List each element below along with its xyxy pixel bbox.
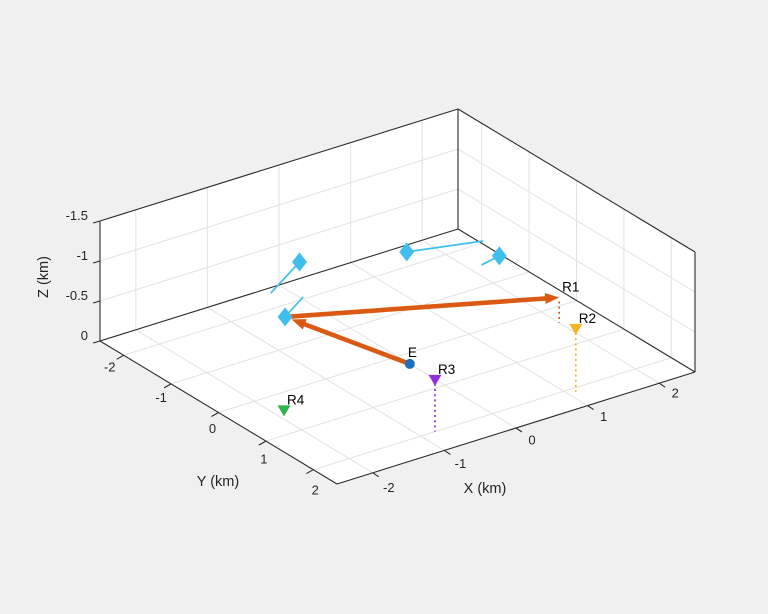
signal-path-uav-to-r1-line — [284, 295, 549, 320]
receiver-label-r2: R2 — [579, 311, 596, 326]
signal-path-uav-to-r1-arrowhead — [544, 292, 560, 304]
x-axis-tick — [587, 405, 594, 411]
x-axis-tick-label: 2 — [672, 385, 679, 400]
signal-path-emitter-to-uav-line — [301, 321, 411, 367]
uav-1-diamond-marker — [292, 252, 308, 272]
grid-line-wall-z — [457, 188, 696, 333]
y-axis-tick-label: 1 — [260, 452, 267, 467]
y-axis-tick — [163, 383, 172, 389]
x-axis-tick — [515, 427, 523, 433]
z-axis-tick-label: -0.5 — [66, 288, 88, 303]
y-axis-tick — [116, 354, 124, 360]
y-axis-tick — [306, 469, 314, 475]
emitter-marker — [404, 358, 415, 369]
grid-line-floor-y — [218, 300, 577, 413]
z-axis-tick — [92, 260, 101, 264]
receiver-label-r4: R4 — [287, 392, 305, 407]
uav-2-diamond-marker — [399, 242, 415, 262]
receiver-label-r1: R1 — [562, 279, 579, 294]
receiver-marker-r4 — [277, 405, 291, 417]
y-axis-tick — [211, 412, 219, 417]
y-axis-tick-label: 0 — [209, 421, 216, 436]
grid-line-floor-y — [170, 271, 530, 385]
z-axis-label: Z (km) — [36, 256, 52, 298]
x-axis-tick-label: -2 — [383, 480, 395, 495]
y-axis-tick-label: -1 — [155, 390, 167, 405]
grid-line-floor-y — [265, 328, 625, 442]
y-axis-tick-label: -2 — [104, 359, 116, 374]
grid-line-floor-y — [313, 357, 672, 471]
x-axis-tick-label: 0 — [528, 433, 535, 448]
x-axis-tick-label: -1 — [455, 456, 467, 471]
x-axis-tick-label: 1 — [600, 409, 607, 424]
grid-line-wall-z — [457, 148, 696, 293]
uav-3-diamond-marker — [491, 246, 507, 266]
receiver-marker-r2 — [569, 323, 583, 335]
signal-path-emitter-to-uav-arrowhead — [291, 319, 307, 330]
emitter-label: E — [408, 345, 417, 360]
y-axis-tick-label: 2 — [312, 483, 319, 498]
receiver-marker-r3 — [428, 374, 442, 386]
z-axis-tick — [92, 340, 101, 344]
z-axis-tick — [92, 300, 101, 304]
uav-1-trail — [270, 261, 301, 294]
grid-line-floor-y — [123, 242, 482, 356]
grid-line-wall-z — [99, 148, 459, 262]
x-axis-tick — [444, 449, 451, 455]
uav-2-trail — [406, 240, 484, 253]
x-axis-label: X (km) — [464, 481, 507, 497]
y-axis-tick — [258, 440, 267, 446]
x-axis-tick — [658, 382, 666, 388]
grid-line-wall-z — [99, 188, 459, 302]
z-axis-tick — [92, 220, 101, 224]
y-axis-label: Y (km) — [197, 474, 239, 490]
z-axis-tick-label: 0 — [81, 328, 88, 343]
z-axis-tick-label: -1 — [76, 248, 88, 263]
z-axis-tick-label: -1.5 — [66, 208, 88, 223]
x-axis-tick — [372, 472, 380, 478]
axes-box-edge — [457, 108, 696, 253]
receiver-label-r3: R3 — [438, 362, 455, 377]
axes-box-edge — [99, 108, 459, 222]
uav-4-diamond-marker — [277, 307, 293, 327]
